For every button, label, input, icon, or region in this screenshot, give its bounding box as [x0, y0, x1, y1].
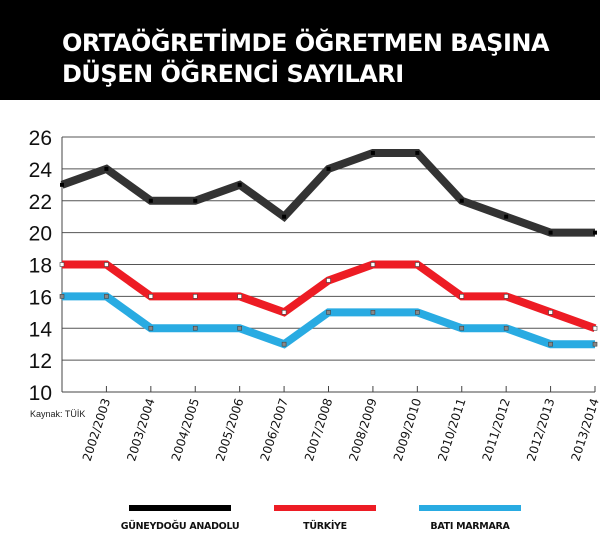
x-tick-label: 2004/2005 — [169, 397, 202, 463]
data-point-marker — [370, 310, 376, 315]
chart-title: ORTAÖĞRETİMDE ÖĞRETMEN BAŞINA DÜŞEN ÖĞRE… — [62, 28, 550, 90]
legend-swatch-turkiye — [274, 505, 376, 511]
data-point-marker — [415, 262, 420, 267]
data-point-marker — [459, 325, 465, 331]
data-point-marker — [592, 341, 598, 347]
data-point-marker — [281, 310, 287, 315]
data-point-marker — [370, 262, 376, 267]
data-point-marker — [237, 294, 242, 299]
data-point-marker — [326, 310, 331, 315]
data-point-marker — [193, 198, 198, 203]
y-tick-label: 14 — [29, 318, 53, 341]
x-tick-label: 2013/2014 — [568, 397, 600, 463]
data-point-marker — [192, 294, 198, 299]
data-point-marker — [503, 294, 509, 299]
data-point-marker — [370, 150, 375, 155]
title-banner: ORTAÖĞRETİMDE ÖĞRETMEN BAŞINA DÜŞEN ÖĞRE… — [0, 0, 600, 100]
line-chart: 10 12 14 16 18 20 22 24 26 2002/2003 2003/2004 2004… — [29, 127, 600, 463]
data-point-marker — [237, 325, 242, 331]
x-tick-label: 2002/2003 — [80, 397, 113, 463]
x-tick-label: 2005/2006 — [213, 397, 246, 463]
data-point-marker — [104, 294, 109, 299]
data-point-marker — [415, 310, 420, 315]
data-point-marker — [504, 214, 509, 219]
legend-item-guneydogu: GÜNEYDOĞU ANADOLU — [100, 500, 260, 532]
x-tick-label: 2010/2011 — [435, 397, 468, 463]
series-line — [60, 148, 595, 237]
y-tick-label: 22 — [29, 191, 52, 214]
data-point-marker — [104, 166, 109, 171]
y-tick-label: 26 — [29, 127, 52, 150]
legend-label-guneydogu: GÜNEYDOĞU ANADOLU — [120, 521, 240, 532]
data-point-marker — [148, 325, 154, 331]
data-point-marker — [237, 182, 242, 187]
data-point-marker — [415, 150, 420, 155]
y-tick-label: 10 — [29, 382, 52, 405]
legend-label-turkiye: TÜRKİYE — [303, 521, 347, 532]
data-point-marker — [503, 325, 509, 331]
x-tick-label: 2012/2013 — [524, 397, 557, 463]
data-point-marker — [59, 262, 65, 267]
source-note: Kaynak: TÜİK — [30, 409, 86, 419]
x-tick-label: 2007/2008 — [302, 397, 335, 463]
x-tick-label: 2008/2009 — [346, 397, 379, 463]
data-point-marker — [148, 294, 154, 299]
x-tick-label: 2009/2010 — [391, 397, 424, 463]
legend-item-turkiye: TÜRKİYE — [255, 500, 395, 532]
y-tick-label: 16 — [29, 286, 52, 309]
y-tick-label: 24 — [29, 159, 53, 182]
data-point-marker — [59, 294, 65, 299]
title-line-1: ORTAÖĞRETİMDE ÖĞRETMEN BAŞINA — [62, 29, 550, 57]
data-point-marker — [282, 214, 287, 219]
data-point-marker — [148, 198, 153, 203]
x-tick-label: 2003/2004 — [124, 397, 157, 463]
y-tick-label: 18 — [29, 255, 52, 278]
data-point-marker — [281, 341, 287, 347]
data-point-marker — [593, 230, 597, 235]
data-point-marker — [548, 230, 553, 235]
legend-swatch-guneydogu — [129, 505, 231, 511]
data-point-marker — [192, 325, 198, 331]
title-line-2: DÜŞEN ÖĞRENCİ SAYILARI — [62, 60, 404, 88]
data-point-marker — [459, 198, 464, 203]
legend-item-bati-marmara: BATI MARMARA — [400, 500, 540, 532]
legend: GÜNEYDOĞU ANADOLU TÜRKİYE BATI MARMARA — [0, 500, 600, 548]
data-point-marker — [548, 310, 553, 315]
data-point-marker — [459, 294, 465, 299]
x-tick-label: 2006/2007 — [257, 397, 290, 463]
legend-label-bati-marmara: BATI MARMARA — [430, 521, 510, 532]
data-point-marker — [548, 341, 553, 347]
data-point-marker — [592, 325, 598, 331]
x-tick-label: 2011/2012 — [480, 397, 513, 463]
data-point-marker — [104, 262, 109, 267]
data-point-marker — [326, 278, 331, 283]
data-point-marker — [60, 182, 64, 187]
y-tick-label: 12 — [29, 350, 52, 373]
legend-swatch-bati-marmara — [419, 505, 521, 511]
y-tick-label: 20 — [29, 223, 52, 246]
data-point-marker — [326, 166, 331, 171]
